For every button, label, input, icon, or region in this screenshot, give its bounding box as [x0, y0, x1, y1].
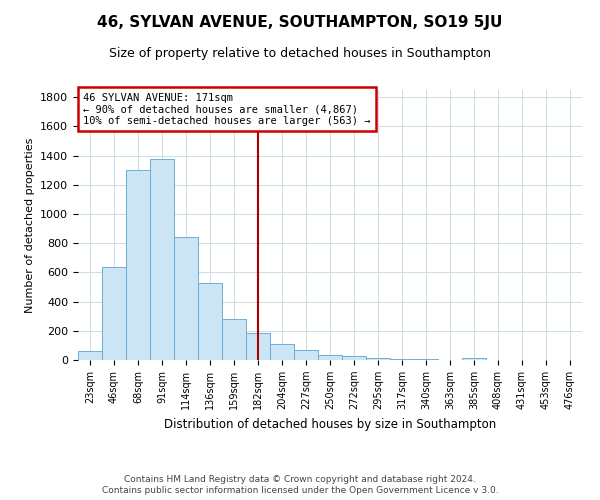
Bar: [102, 268, 126, 360]
Bar: [126, 170, 150, 360]
Bar: [366, 358, 390, 360]
Bar: [390, 358, 414, 360]
Text: Contains HM Land Registry data © Crown copyright and database right 2024.: Contains HM Land Registry data © Crown c…: [124, 475, 476, 484]
Text: Size of property relative to detached houses in Southampton: Size of property relative to detached ho…: [109, 48, 491, 60]
Bar: [270, 344, 294, 360]
Y-axis label: Number of detached properties: Number of detached properties: [25, 138, 35, 312]
Bar: [222, 319, 246, 360]
Bar: [174, 236, 198, 360]
Bar: [342, 356, 366, 360]
Text: 46 SYLVAN AVENUE: 171sqm
← 90% of detached houses are smaller (4,867)
10% of sem: 46 SYLVAN AVENUE: 171sqm ← 90% of detach…: [83, 92, 371, 126]
Text: Contains public sector information licensed under the Open Government Licence v : Contains public sector information licen…: [101, 486, 499, 495]
X-axis label: Distribution of detached houses by size in Southampton: Distribution of detached houses by size …: [164, 418, 496, 430]
Bar: [198, 284, 222, 360]
Text: 46, SYLVAN AVENUE, SOUTHAMPTON, SO19 5JU: 46, SYLVAN AVENUE, SOUTHAMPTON, SO19 5JU: [97, 15, 503, 30]
Bar: [462, 358, 486, 360]
Bar: [78, 351, 102, 360]
Bar: [150, 160, 174, 360]
Bar: [246, 333, 270, 360]
Bar: [294, 350, 318, 360]
Bar: [318, 355, 342, 360]
